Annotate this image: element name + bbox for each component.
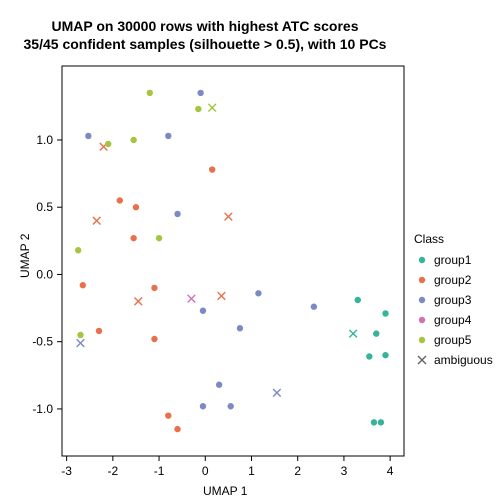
legend-label: ambiguous bbox=[434, 353, 493, 367]
legend-label: group3 bbox=[434, 293, 471, 307]
point bbox=[200, 308, 206, 314]
legend-label: group5 bbox=[434, 333, 471, 347]
point bbox=[165, 133, 171, 139]
point bbox=[237, 325, 243, 331]
dot-icon bbox=[414, 332, 430, 348]
point bbox=[80, 282, 86, 288]
y-tick-label: -0.5 bbox=[32, 335, 53, 349]
point bbox=[255, 290, 261, 296]
dot-icon bbox=[414, 252, 430, 268]
point bbox=[151, 285, 157, 291]
point bbox=[227, 403, 233, 409]
point bbox=[378, 419, 384, 425]
plot-frame bbox=[62, 66, 404, 456]
y-tick-label: 0.5 bbox=[36, 200, 53, 214]
legend-item: group2 bbox=[414, 270, 493, 290]
legend-item: group1 bbox=[414, 250, 493, 270]
point bbox=[156, 235, 162, 241]
point bbox=[200, 403, 206, 409]
point bbox=[382, 310, 388, 316]
y-tick-label: 0.0 bbox=[36, 267, 53, 281]
legend-label: group4 bbox=[434, 313, 471, 327]
y-axis-label: UMAP 2 bbox=[18, 234, 32, 278]
x-tick-label: 0 bbox=[202, 464, 209, 478]
point bbox=[311, 304, 317, 310]
point bbox=[130, 137, 136, 143]
point bbox=[147, 90, 153, 96]
point bbox=[209, 166, 215, 172]
x-tick-label: 3 bbox=[341, 464, 348, 478]
point bbox=[85, 133, 91, 139]
point bbox=[117, 197, 123, 203]
point bbox=[165, 412, 171, 418]
y-tick-label: 1.0 bbox=[36, 133, 53, 147]
point bbox=[216, 382, 222, 388]
legend-item: group5 bbox=[414, 330, 493, 350]
cross-icon bbox=[414, 352, 430, 368]
x-tick-label: -1 bbox=[154, 464, 165, 478]
point bbox=[96, 328, 102, 334]
point bbox=[197, 90, 203, 96]
point bbox=[174, 211, 180, 217]
x-tick-label: 4 bbox=[387, 464, 394, 478]
x-axis-label: UMAP 1 bbox=[203, 484, 247, 498]
x-tick-label: 1 bbox=[248, 464, 255, 478]
legend-label: group1 bbox=[434, 253, 471, 267]
chart-root: UMAP on 30000 rows with highest ATC scor… bbox=[0, 0, 504, 504]
dot-icon bbox=[414, 312, 430, 328]
x-tick-label: 2 bbox=[294, 464, 301, 478]
point bbox=[75, 247, 81, 253]
legend-title: Class bbox=[414, 232, 444, 246]
point bbox=[133, 204, 139, 210]
point bbox=[373, 330, 379, 336]
point bbox=[382, 352, 388, 358]
point bbox=[151, 336, 157, 342]
point bbox=[77, 332, 83, 338]
point bbox=[174, 426, 180, 432]
point bbox=[355, 297, 361, 303]
x-tick-label: -3 bbox=[61, 464, 72, 478]
dot-icon bbox=[414, 272, 430, 288]
legend: group1 group2 group3 group4 group5 ambiguous bbox=[414, 250, 493, 370]
legend-label: group2 bbox=[434, 273, 471, 287]
legend-item: ambiguous bbox=[414, 350, 493, 370]
point bbox=[130, 235, 136, 241]
point bbox=[105, 141, 111, 147]
point bbox=[366, 353, 372, 359]
dot-icon bbox=[414, 292, 430, 308]
point bbox=[371, 419, 377, 425]
y-tick-label: -1.0 bbox=[32, 402, 53, 416]
x-tick-label: -2 bbox=[108, 464, 119, 478]
legend-item: group4 bbox=[414, 310, 493, 330]
legend-item: group3 bbox=[414, 290, 493, 310]
point bbox=[195, 106, 201, 112]
